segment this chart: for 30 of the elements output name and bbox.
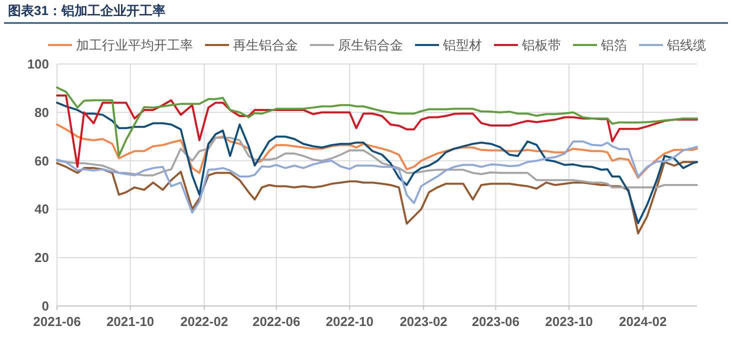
line-series bbox=[56, 102, 698, 224]
y-tick-label: 0 bbox=[42, 298, 49, 314]
legend-label: 铝箔 bbox=[600, 38, 627, 52]
line-series bbox=[56, 124, 698, 179]
line-series bbox=[56, 136, 698, 188]
x-tick-label: 2021-10 bbox=[106, 314, 154, 329]
legend-label: 再生铝合金 bbox=[233, 38, 298, 52]
line-series bbox=[56, 86, 698, 157]
y-tick-label: 80 bbox=[34, 104, 49, 120]
chart-title: 图表31：铝加工企业开工率 bbox=[8, 3, 166, 18]
y-tick-label: 40 bbox=[34, 202, 49, 217]
x-tick-label: 2022-06 bbox=[252, 314, 300, 329]
x-tick-label: 2021-06 bbox=[33, 314, 81, 329]
y-tick-label: 60 bbox=[34, 153, 49, 168]
x-tick-label: 2023-06 bbox=[472, 314, 520, 329]
line-series bbox=[56, 140, 698, 214]
legend-label: 铝线缆 bbox=[666, 38, 706, 52]
legend-label: 加工行业平均开工率 bbox=[76, 38, 193, 52]
legend-label: 铝板带 bbox=[521, 38, 561, 52]
line-series bbox=[56, 161, 698, 234]
x-tick-label: 2022-10 bbox=[326, 314, 374, 329]
legend-label: 原生铝合金 bbox=[338, 38, 403, 52]
x-tick-label: 2023-10 bbox=[545, 314, 593, 329]
line-series bbox=[56, 94, 698, 168]
x-tick-label: 2022-02 bbox=[180, 314, 228, 329]
x-tick-label: 2023-02 bbox=[400, 314, 448, 329]
y-tick-label: 100 bbox=[27, 56, 49, 72]
legend-label: 铝型材 bbox=[442, 38, 482, 52]
x-tick-label: 2024-02 bbox=[619, 314, 667, 329]
y-tick-label: 20 bbox=[34, 250, 49, 266]
